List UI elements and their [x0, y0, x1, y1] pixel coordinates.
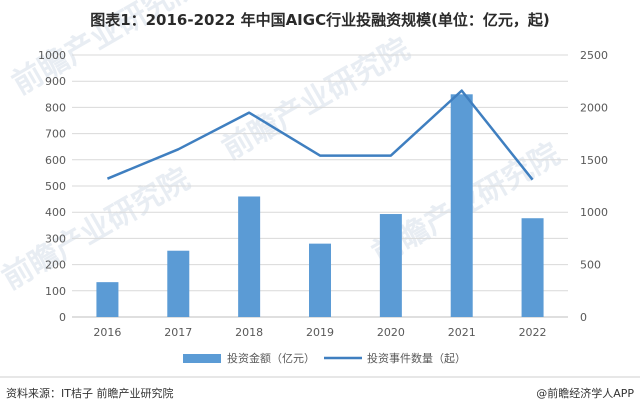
x-tick-label: 2022 [519, 326, 547, 339]
legend-bar-swatch [183, 354, 221, 363]
chart-title: 图表1：2016-2022 年中国AIGC行业投融资规模(单位：亿元，起) [90, 11, 550, 29]
watermark-2: 前瞻产业研究院 [217, 32, 416, 167]
line-series [106, 89, 534, 181]
left-tick-label: 400 [45, 206, 66, 219]
bar-series [96, 94, 544, 317]
x-axis-ticks: 2016 2017 2018 2019 2020 2021 2022 [93, 326, 546, 339]
right-tick-label: 2500 [580, 49, 608, 62]
x-tick-label: 2019 [306, 326, 334, 339]
bar [238, 196, 261, 317]
right-tick-label: 0 [580, 311, 587, 324]
legend-line-label: 投资事件数量（起） [367, 351, 466, 365]
left-tick-label: 600 [45, 154, 66, 167]
left-axis-ticks: 0 100 200 300 400 500 600 700 800 900 1000 [38, 49, 66, 324]
bar [167, 250, 190, 317]
legend-bar-label: 投资金额（亿元） [227, 351, 315, 365]
brand-note: @前瞻经济学人APP [536, 386, 634, 400]
x-tick-label: 2017 [164, 326, 192, 339]
left-tick-label: 700 [45, 128, 66, 141]
watermark-3: 前瞻产业研究院 [0, 162, 196, 297]
x-tick-label: 2020 [377, 326, 405, 339]
bar [96, 282, 119, 317]
series-line [106, 89, 534, 181]
legend: 投资金额（亿元） 投资事件数量（起） [183, 351, 466, 365]
right-tick-label: 1000 [580, 206, 608, 219]
x-tick-label: 2016 [93, 326, 121, 339]
right-tick-label: 500 [580, 259, 601, 272]
right-axis-ticks: 0 500 1000 1500 2000 2500 [580, 49, 608, 324]
left-tick-label: 800 [45, 101, 66, 114]
left-tick-label: 100 [45, 285, 66, 298]
right-tick-label: 1500 [580, 154, 608, 167]
left-tick-label: 900 [45, 75, 66, 88]
source-note: 资料来源：IT桔子 前瞻产业研究院 [6, 386, 173, 400]
left-tick-label: 500 [45, 180, 66, 193]
bar [379, 214, 402, 317]
watermarks: 前瞻产业研究院 前瞻产业研究院 前瞻产业研究院 前瞻产业研究院 [0, 0, 566, 297]
bar [309, 243, 331, 317]
gridlines [72, 54, 568, 318]
left-tick-label: 300 [45, 232, 66, 245]
left-tick-label: 200 [45, 259, 66, 272]
x-tick-label: 2018 [235, 326, 263, 339]
bar [521, 218, 544, 317]
left-tick-label: 1000 [38, 49, 66, 62]
left-tick-label: 0 [59, 311, 66, 324]
right-tick-label: 2000 [580, 101, 608, 114]
x-tick-label: 2021 [448, 326, 476, 339]
bar [450, 94, 473, 317]
